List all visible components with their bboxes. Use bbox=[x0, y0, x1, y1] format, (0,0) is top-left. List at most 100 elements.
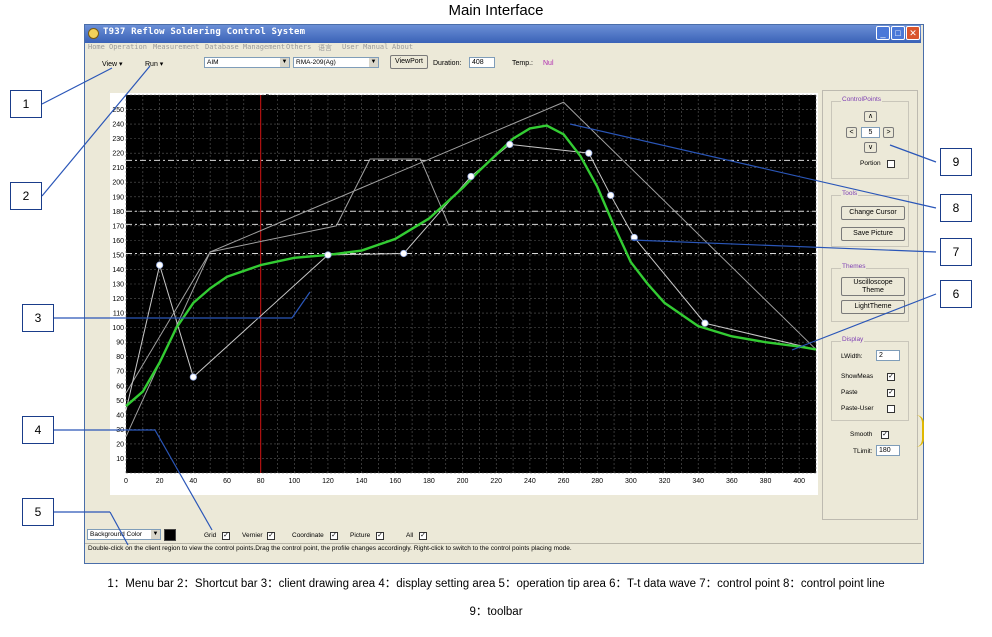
series-lines bbox=[125, 101, 817, 437]
title-bar bbox=[85, 25, 921, 43]
y-tick-label: 40 bbox=[116, 412, 124, 419]
x-tick-label: 60 bbox=[223, 478, 231, 485]
menu-operation[interactable]: Operation bbox=[109, 43, 147, 51]
alloy-select[interactable]: RMA-209(Ag) ▼ bbox=[293, 57, 379, 68]
cursor-readout-line2: 77.85 bbox=[266, 101, 284, 108]
tlimit-label: TLimit: bbox=[853, 448, 873, 455]
vernier-checkbox[interactable]: ✓ bbox=[267, 532, 275, 540]
callout-6: 6 bbox=[940, 280, 972, 308]
menu-database-management[interactable]: Database Management bbox=[205, 43, 286, 51]
chevron-down-icon: ▼ bbox=[280, 58, 289, 67]
cp-index-input[interactable]: 5 bbox=[861, 127, 880, 138]
y-tick-label: 20 bbox=[116, 441, 124, 448]
y-tick-label: 50 bbox=[116, 398, 124, 405]
portion-checkbox[interactable] bbox=[887, 160, 895, 168]
client-drawing-area[interactable]: 0 20 40 60 80 100 120 140 160 180 200 220 240 260 280 3… bbox=[110, 93, 818, 495]
reference-profile-line bbox=[125, 158, 450, 437]
menu-home[interactable]: Home bbox=[88, 43, 105, 51]
coordinate-checkbox[interactable]: ✓ bbox=[330, 532, 338, 540]
picture-checkbox[interactable]: ✓ bbox=[376, 532, 384, 540]
temp-label: Temp.: bbox=[512, 60, 534, 67]
all-checkbox[interactable]: ✓ bbox=[419, 532, 427, 540]
y-tick-label: 110 bbox=[113, 311, 124, 318]
y-tick-label: 240 bbox=[112, 122, 124, 129]
oscilloscope-theme-button[interactable]: Uscilloscope Theme bbox=[841, 277, 905, 296]
alloy-select-value: RMA-209(Ag) bbox=[296, 59, 336, 66]
showmeas-checkbox[interactable]: ✓ bbox=[887, 373, 895, 381]
menu-measurement[interactable]: Measurement bbox=[153, 43, 200, 51]
x-tick-label: 300 bbox=[625, 478, 637, 485]
device-select[interactable]: AIM ▼ bbox=[204, 57, 290, 68]
duration-input[interactable]: 408 bbox=[469, 57, 495, 68]
color-swatch[interactable] bbox=[164, 529, 176, 541]
y-tick-label: 230 bbox=[112, 136, 124, 143]
grid-checkbox[interactable]: ✓ bbox=[222, 532, 230, 540]
callout-5: 5 bbox=[22, 498, 54, 526]
cp-up-button[interactable]: ∧ bbox=[864, 111, 877, 122]
portion-label: Portion bbox=[860, 160, 881, 167]
background-color-select[interactable]: Background Color ▼ bbox=[87, 529, 161, 540]
legend-line-1: 1：Menu bar 2：Shortcut bar 3：client drawi… bbox=[107, 578, 885, 590]
run-menu-button[interactable]: Run ▾ bbox=[145, 61, 164, 68]
operation-tip-text: Double-click on the client region to vie… bbox=[88, 545, 572, 552]
callout-4: 4 bbox=[22, 416, 54, 444]
tlimit-input[interactable]: 180 bbox=[876, 445, 900, 456]
x-tick-label: 160 bbox=[389, 478, 401, 485]
smooth-checkbox[interactable]: ✓ bbox=[881, 431, 889, 439]
themes-title: Themes bbox=[841, 263, 867, 270]
view-menu-button[interactable]: View ▾ bbox=[102, 61, 123, 68]
control-point[interactable] bbox=[585, 149, 593, 157]
themes-group bbox=[831, 268, 909, 322]
callout-8: 8 bbox=[940, 194, 972, 222]
viewport-button[interactable]: ViewPort bbox=[390, 55, 428, 69]
paste-label: Paste bbox=[841, 389, 858, 396]
menu-about[interactable]: About bbox=[392, 43, 414, 51]
x-tick-label: 0 bbox=[124, 478, 128, 485]
save-picture-button[interactable]: Save Picture bbox=[841, 227, 905, 241]
control-point[interactable] bbox=[400, 249, 408, 258]
x-tick-label: 80 bbox=[257, 478, 265, 485]
menu-others[interactable]: Others bbox=[286, 43, 312, 51]
control-point[interactable] bbox=[156, 261, 164, 269]
callout-2: 2 bbox=[10, 182, 42, 210]
control-point[interactable] bbox=[324, 251, 332, 259]
callout-9: 9 bbox=[940, 148, 972, 176]
change-cursor-button[interactable]: Change Cursor bbox=[841, 206, 905, 220]
callout-line-8 bbox=[569, 123, 937, 209]
lwidth-input[interactable]: 2 bbox=[876, 350, 900, 361]
smooth-label: Smooth bbox=[850, 431, 873, 438]
menu-language[interactable]: 语言 bbox=[318, 44, 332, 52]
paste-checkbox[interactable]: ✓ bbox=[887, 389, 895, 397]
axis-tick-labels: 0 20 40 60 80 100 120 140 160 180 200 220 240 260 280 3… bbox=[112, 107, 805, 485]
control-point[interactable] bbox=[189, 373, 197, 381]
menu-user-manual[interactable]: User Manual bbox=[342, 43, 389, 51]
maximize-button[interactable]: □ bbox=[891, 26, 905, 40]
reference-lines bbox=[126, 159, 816, 254]
paste-user-checkbox[interactable] bbox=[887, 405, 895, 413]
cp-right-button[interactable]: > bbox=[883, 127, 894, 138]
control-point[interactable] bbox=[607, 191, 615, 199]
callout-line-1 bbox=[41, 67, 113, 105]
close-button[interactable]: ✕ bbox=[906, 26, 920, 40]
y-tick-label: 210 bbox=[112, 165, 124, 172]
legend-line-2: 9：toolbar bbox=[469, 606, 523, 618]
light-theme-button[interactable]: LightTheme bbox=[841, 300, 905, 314]
x-tick-label: 400 bbox=[793, 478, 805, 485]
x-tick-label: 280 bbox=[591, 478, 603, 485]
temp-value: Nul bbox=[543, 60, 554, 67]
coordinate-toggle-label: Coordinate bbox=[292, 532, 324, 539]
control-points[interactable] bbox=[156, 140, 709, 381]
cp-left-button[interactable]: < bbox=[846, 127, 857, 138]
control-point[interactable] bbox=[506, 140, 514, 149]
page-title: Main Interface bbox=[448, 2, 544, 19]
osc-theme-line1: Uscilloscope bbox=[853, 279, 893, 286]
x-tick-label: 200 bbox=[457, 478, 469, 485]
x-tick-label: 180 bbox=[423, 478, 435, 485]
x-tick-label: 40 bbox=[189, 478, 197, 485]
minimize-button[interactable]: _ bbox=[876, 26, 890, 40]
control-point[interactable] bbox=[467, 172, 475, 181]
callout-line-2 bbox=[41, 65, 151, 197]
cp-down-button[interactable]: ∨ bbox=[864, 142, 877, 153]
control-point[interactable] bbox=[701, 319, 709, 327]
